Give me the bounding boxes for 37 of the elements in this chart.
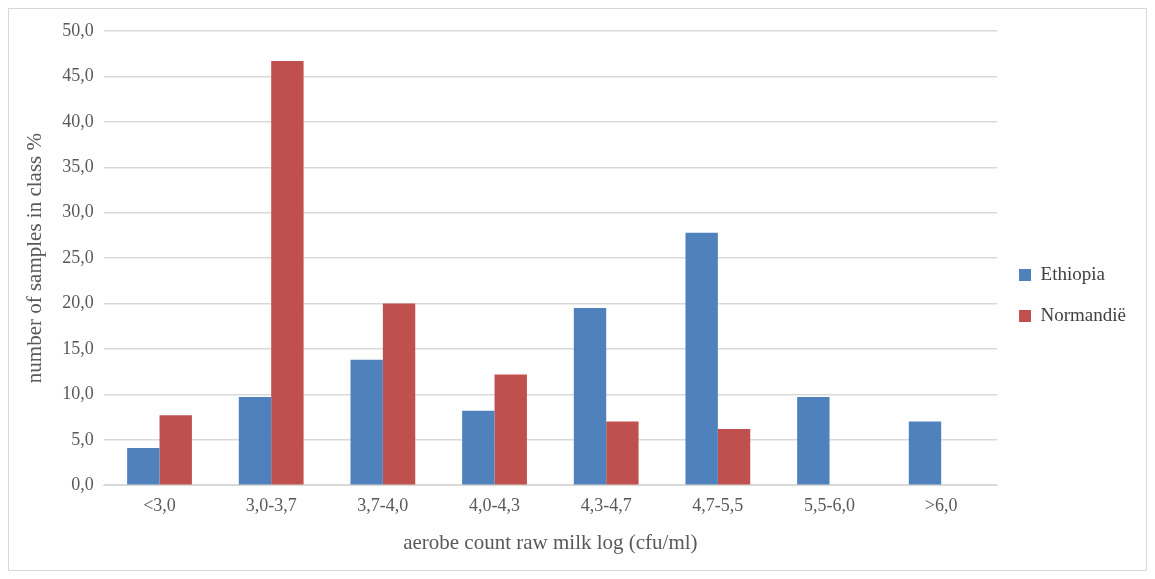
x-tick-label: 4,7-5,5 xyxy=(692,494,744,515)
bar xyxy=(573,308,607,485)
y-tick-label: 40,0 xyxy=(62,110,94,131)
x-tick-label: >6,0 xyxy=(924,494,958,515)
bar xyxy=(606,421,639,485)
bar xyxy=(127,447,160,485)
y-axis-title: number of samples in class % xyxy=(22,133,47,384)
x-tick-label: 5,5-6,0 xyxy=(804,494,856,515)
bar xyxy=(797,397,830,485)
y-tick-label: 10,0 xyxy=(62,383,94,404)
x-tick-label: 3,0-3,7 xyxy=(245,494,297,515)
y-tick-label: 35,0 xyxy=(62,155,94,176)
bar xyxy=(350,359,383,485)
x-tick-label: 4,0-4,3 xyxy=(469,494,521,515)
bar xyxy=(238,397,272,485)
y-tick-label: 5,0 xyxy=(71,428,94,449)
x-axis-title: aerobe count raw milk log (cfu/ml) xyxy=(403,529,698,554)
legend-label: Normandië xyxy=(1040,303,1127,325)
bar xyxy=(159,415,192,485)
y-tick-label: 50,0 xyxy=(62,19,94,40)
y-tick-label: 20,0 xyxy=(62,292,94,313)
bar xyxy=(462,410,495,485)
x-tick-label: 4,3-4,7 xyxy=(580,494,632,515)
legend-label: Ethiopia xyxy=(1040,262,1106,284)
y-tick-label: 30,0 xyxy=(62,201,94,222)
bar xyxy=(685,232,718,485)
x-tick-label: 3,7-4,0 xyxy=(357,494,409,515)
bar xyxy=(271,60,304,485)
bar xyxy=(908,421,942,485)
y-tick-label: 0,0 xyxy=(71,473,94,494)
bar xyxy=(717,428,751,485)
y-tick-label: 25,0 xyxy=(62,246,94,267)
bar xyxy=(382,303,416,485)
y-tick-label: 45,0 xyxy=(62,65,94,86)
x-tick-label: <3,0 xyxy=(143,494,176,515)
bar xyxy=(494,374,527,485)
y-tick-label: 15,0 xyxy=(62,337,94,358)
